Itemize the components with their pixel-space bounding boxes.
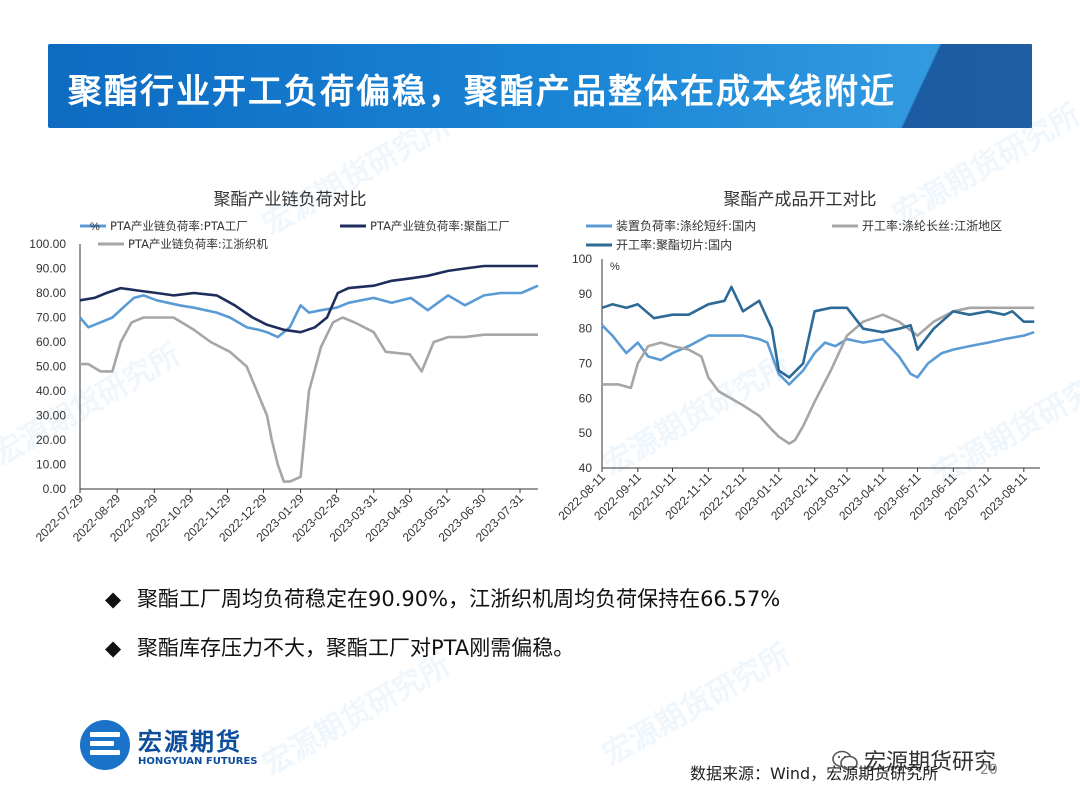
y-tick-label: 60.00 [36, 335, 66, 349]
y-tick-label: 50.00 [36, 360, 66, 374]
diamond-icon: ◆ [105, 587, 122, 611]
bullet-text: 聚酯工厂周均负荷稳定在90.90%，江浙织机周均负荷保持在66.57% [137, 587, 781, 611]
legend-label: 装置负荷率:涤纶短纤:国内 [616, 218, 756, 233]
y-tick-label: 60 [579, 391, 593, 405]
series-line [79, 284, 539, 339]
legend-label: 开工率:聚酯切片:国内 [616, 237, 732, 252]
series-line [601, 285, 1035, 379]
y-tick-label: 70 [579, 357, 593, 371]
diamond-icon: ◆ [105, 636, 122, 660]
data-source: 数据来源：Wind，宏源期货研究所 [690, 764, 939, 783]
y-axis-unit: % [90, 221, 100, 233]
series-line [80, 316, 538, 483]
legend-label: PTA产业链负荷率:江浙织机 [128, 237, 268, 251]
y-tick-label: 90 [579, 287, 593, 301]
bullet-point: ◆ 聚酯工厂周均负荷稳定在90.90%，江浙织机周均负荷保持在66.57% [105, 583, 780, 613]
y-tick-label: 90.00 [36, 262, 66, 276]
y-axis-unit: % [610, 261, 620, 273]
chart-title: 聚酯产成品开工对比 [724, 190, 877, 210]
y-tick-label: 30.00 [36, 409, 66, 423]
chart-left-svg: 聚酯产业链负荷对比 PTA产业链负荷率:PTA工厂 PTA产业链负荷率:聚酯工厂 PT… [29, 190, 539, 545]
page-number: 20 [980, 762, 998, 778]
legend-label: 开工率:涤纶长丝:江浙地区 [862, 218, 1002, 233]
series-line [79, 264, 538, 334]
series-line [602, 306, 1035, 445]
page-title: 聚酯行业开工负荷偏稳，聚酯产品整体在成本线附近 [68, 72, 896, 112]
logo-text-en: HONGYUAN FUTURES [138, 756, 258, 767]
watermark: 宏源期货研究所 [597, 637, 797, 773]
chart-title: 聚酯产业链负荷对比 [214, 190, 367, 210]
legend-label: PTA产业链负荷率:聚酯工厂 [370, 219, 510, 233]
y-tick-label: 20.00 [36, 433, 66, 447]
y-tick-label: 100.00 [29, 237, 66, 251]
y-tick-label: 10.00 [36, 458, 66, 472]
y-tick-label: 80 [579, 322, 593, 336]
y-tick-label: 100 [572, 252, 592, 266]
logo-text-cn: 宏源期货 [138, 728, 242, 756]
y-tick-label: 0.00 [43, 482, 67, 496]
logo-mark-icon [80, 720, 130, 770]
chart-left: 聚酯产业链负荷对比 PTA产业链负荷率:PTA工厂 PTA产业链负荷率:聚酯工厂 PT… [18, 185, 548, 560]
wechat-label: 宏源期货研究 [864, 750, 997, 775]
y-tick-label: 70.00 [36, 311, 66, 325]
legend-label: PTA产业链负荷率:PTA工厂 [110, 219, 248, 233]
y-tick-label: 40 [579, 461, 593, 475]
series-line [601, 324, 1035, 386]
wechat-account: 宏源期货研究 [832, 744, 996, 776]
y-tick-label: 80.00 [36, 286, 66, 300]
company-logo: 宏源期货 HONGYUAN FUTURES [80, 718, 280, 774]
title-banner: 聚酯行业开工负荷偏稳，聚酯产品整体在成本线附近 [48, 44, 1032, 128]
wechat-icon [832, 750, 858, 771]
y-tick-label: 50 [579, 426, 593, 440]
bullet-text: 聚酯库存压力不大，聚酯工厂对PTA刚需偏稳。 [137, 636, 575, 660]
chart-right: 聚酯产成品开工对比装置负荷率:涤纶短纤:国内 开工率:涤纶长丝:江浙地区开工率:聚… [548, 185, 1068, 560]
bullet-point: ◆ 聚酯库存压力不大，聚酯工厂对PTA刚需偏稳。 [105, 632, 574, 662]
y-tick-label: 40.00 [36, 384, 66, 398]
